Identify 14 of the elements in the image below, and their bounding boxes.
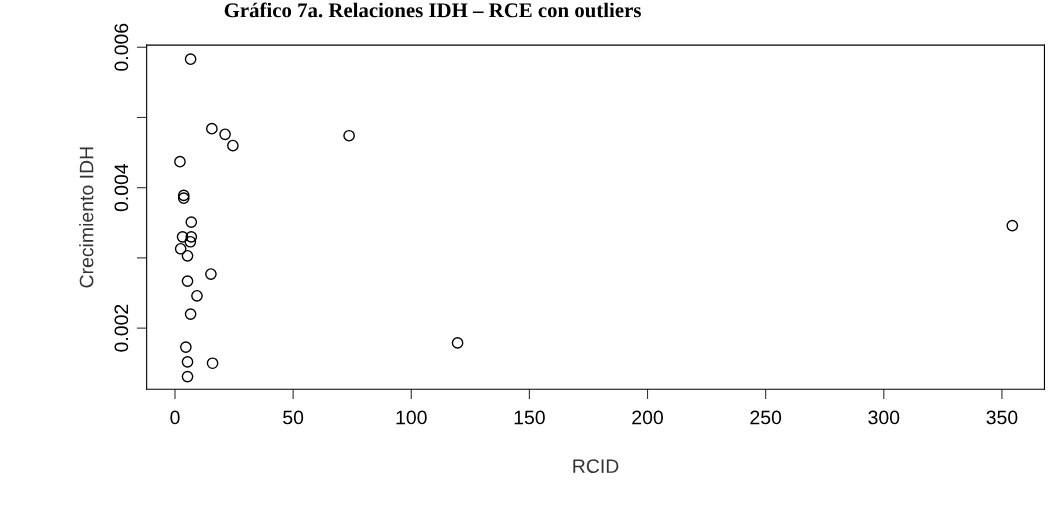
x-tick-label: 200 xyxy=(632,410,663,425)
x-tick-label: 150 xyxy=(514,410,545,425)
x-tick-label: 50 xyxy=(283,410,304,425)
chart-title: Gráfico 7a. Relaciones IDH – RCE con outliers xyxy=(224,2,641,18)
x-tick-label: 300 xyxy=(868,410,900,425)
x-tick-label: 250 xyxy=(750,410,782,425)
y-axis-title: Crecimiento IDH xyxy=(79,147,94,288)
x-axis-title: RCID xyxy=(573,459,619,474)
y-tick-label: 0.006 xyxy=(114,23,129,71)
x-tick-label: 100 xyxy=(396,410,427,425)
x-tick-label: 0 xyxy=(170,410,180,425)
y-tick-label: 0.002 xyxy=(114,304,129,352)
y-tick-label: 0.004 xyxy=(114,163,129,212)
x-tick-label: 350 xyxy=(986,410,1018,425)
